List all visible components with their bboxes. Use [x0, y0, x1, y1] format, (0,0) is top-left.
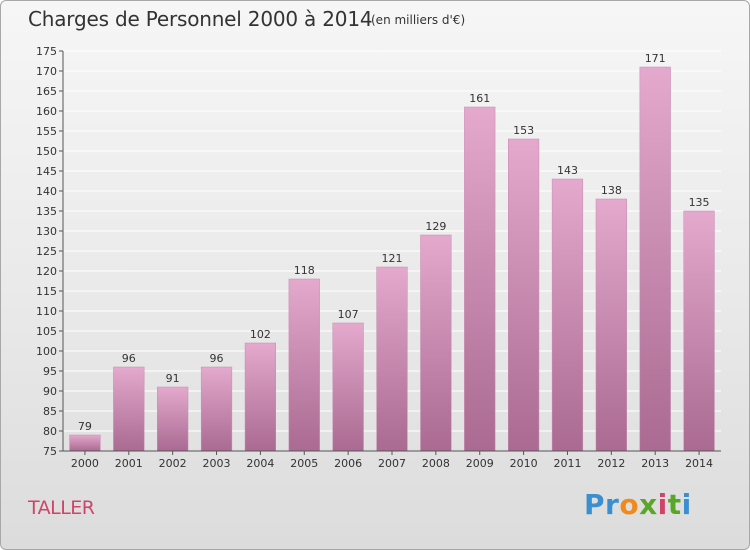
data-label: 107: [338, 308, 359, 321]
y-tick-label: 90: [43, 385, 57, 398]
data-label: 143: [557, 164, 578, 177]
x-tick-label: 2010: [510, 457, 538, 470]
data-label: 102: [250, 328, 271, 341]
y-tick-label: 80: [43, 425, 57, 438]
data-label: 121: [382, 252, 403, 265]
bar: [507, 138, 540, 452]
x-tick-label: 2014: [685, 457, 713, 470]
data-label: 129: [425, 220, 446, 233]
y-tick-label: 170: [36, 65, 57, 78]
y-tick-label: 155: [36, 125, 57, 138]
chart-title: Charges de Personnel 2000 à 2014: [28, 7, 373, 31]
data-label: 171: [645, 52, 666, 65]
y-tick-label: 175: [36, 45, 57, 58]
logo-letter: t: [667, 488, 682, 521]
x-tick-label: 2008: [422, 457, 450, 470]
y-tick-label: 135: [36, 205, 57, 218]
y-tick-label: 115: [36, 285, 57, 298]
commune-name: TALLER: [28, 497, 95, 519]
bar: [464, 106, 496, 452]
logo-letter: i: [681, 488, 692, 521]
y-tick-label: 75: [43, 445, 57, 458]
chart-subtitle: (en milliers d'€): [371, 13, 466, 27]
y-tick-label: 110: [36, 305, 57, 318]
bar: [200, 366, 233, 452]
x-tick-label: 2012: [597, 457, 625, 470]
logo-letter: P: [584, 488, 606, 521]
x-tick-label: 2004: [246, 457, 274, 470]
bar: [244, 342, 277, 452]
bar: [639, 66, 671, 452]
data-label: 91: [166, 372, 180, 385]
bar: [683, 210, 715, 452]
data-label: 138: [601, 184, 622, 197]
y-tick-label: 160: [36, 105, 57, 118]
y-tick-label: 125: [36, 245, 57, 258]
data-label: 153: [513, 124, 534, 137]
y-tick-label: 105: [36, 325, 57, 338]
y-tick-label: 140: [36, 185, 57, 198]
proxiti-logo[interactable]: Proxiti: [584, 488, 692, 521]
logo-letter: r: [605, 488, 620, 521]
y-tick-label: 85: [43, 405, 57, 418]
bar: [332, 322, 364, 452]
y-tick-label: 165: [36, 85, 57, 98]
y-tick-label: 150: [36, 145, 57, 158]
x-tick-label: 2013: [641, 457, 669, 470]
y-tick-label: 95: [43, 365, 57, 378]
data-label: 96: [210, 352, 224, 365]
bar: [288, 278, 320, 452]
bar: [157, 386, 189, 452]
x-tick-label: 2011: [553, 457, 581, 470]
bars: [69, 66, 715, 452]
x-tick-label: 2001: [115, 457, 143, 470]
logo-letter: o: [619, 488, 640, 521]
bar: [420, 234, 452, 452]
data-label: 135: [689, 196, 710, 209]
bar: [69, 434, 101, 452]
data-label: 79: [78, 420, 92, 433]
x-tick-label: 2003: [203, 457, 231, 470]
x-tick-label: 2000: [71, 457, 99, 470]
bar: [551, 178, 584, 452]
data-label: 96: [122, 352, 136, 365]
y-tick-label: 100: [36, 345, 57, 358]
y-tick-label: 120: [36, 265, 57, 278]
logo-letter: i: [657, 488, 668, 521]
bar: [113, 366, 145, 452]
labels: 75 80 85 90 95 100 105 110 115 120 125 130 135 140 145…: [36, 45, 713, 470]
axes: [59, 50, 721, 455]
bar: [595, 198, 627, 452]
x-tick-label: 2007: [378, 457, 406, 470]
data-label: 161: [469, 92, 490, 105]
y-tick-label: 145: [36, 165, 57, 178]
y-tick-label: 130: [36, 225, 57, 238]
data-label: 118: [294, 264, 315, 277]
x-tick-label: 2002: [159, 457, 187, 470]
x-tick-label: 2009: [466, 457, 494, 470]
bar: [376, 266, 408, 452]
x-tick-label: 2005: [290, 457, 318, 470]
x-tick-label: 2006: [334, 457, 362, 470]
logo-letter: x: [639, 488, 658, 521]
